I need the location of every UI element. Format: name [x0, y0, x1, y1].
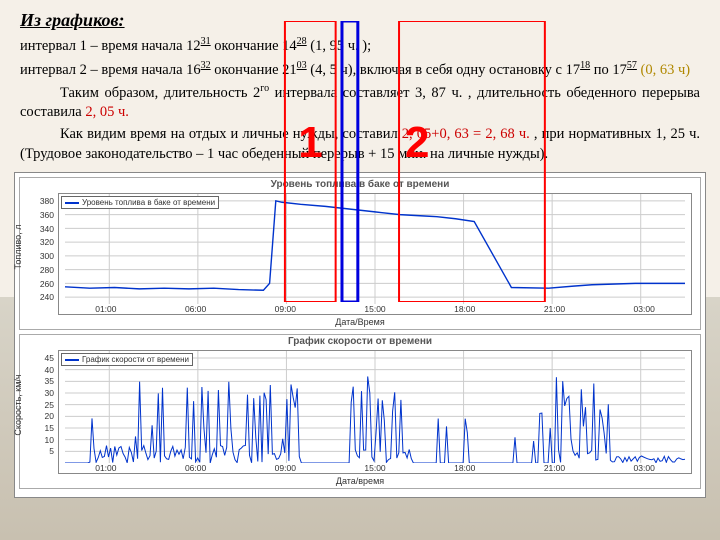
fuel-x-ticks: 01:0006:0009:0015:0018:0021:0003:00 — [59, 304, 691, 314]
interval-label-2: 2 — [405, 121, 429, 165]
speed-x-label: Дата/время — [20, 476, 700, 488]
speed-svg — [59, 351, 691, 463]
text-block: Из графиков: интервал 1 – время начала 1… — [0, 0, 720, 170]
speed-plot-area: График скорости от времени 01:0006:0009:… — [58, 350, 692, 474]
sup: 31 — [201, 36, 211, 47]
t: интервал 2 – время начала 16 — [20, 62, 201, 78]
legend-text: Уровень топлива в баке от времени — [82, 198, 215, 207]
speed-y-axis: Скорость, км/ч 51015202530354045 — [20, 335, 56, 474]
sup: 57 — [627, 60, 637, 71]
section-header: Из графиков: — [20, 8, 700, 32]
speed-legend: График скорости от времени — [61, 353, 193, 366]
charts-container: Уровень топлива в баке от времени Топлив… — [14, 172, 706, 498]
t: Таким образом, длительность 2 — [60, 85, 260, 101]
t: окончание 14 — [211, 38, 297, 54]
t: окончание 21 — [211, 62, 297, 78]
t: интервал 1 – время начала 12 — [20, 38, 201, 54]
para-interval-1: интервал 1 – время начала 1231 окончание… — [20, 35, 700, 56]
legend-swatch — [65, 202, 79, 204]
t: (0, 63 ч) — [637, 62, 690, 78]
sup: 18 — [580, 60, 590, 71]
sup: 03 — [297, 60, 307, 71]
sup: 28 — [297, 36, 307, 47]
speed-chart-title: График скорости от времени — [20, 335, 700, 348]
fuel-y-axis: Топливо, л 240260280300320340360380 — [20, 178, 56, 315]
para-summary-1: Таким образом, длительность 2го интервал… — [20, 82, 700, 123]
t: (4, 5 ч), включая в себя одну остановку … — [307, 62, 580, 78]
fuel-chart-title: Уровень топлива в баке от времени — [20, 178, 700, 191]
fuel-svg — [59, 194, 691, 304]
speed-x-ticks: 01:0006:0009:0015:0018:0021:0003:00 — [59, 463, 691, 473]
legend-text: График скорости от времени — [82, 355, 189, 364]
t: по 17 — [590, 62, 627, 78]
fuel-x-label: Дата/Время — [20, 317, 700, 329]
sup: 32 — [201, 60, 211, 71]
t: (1, 95 ч. ); — [307, 38, 371, 54]
speed-chart: График скорости от времени Скорость, км/… — [19, 334, 701, 489]
para-summary-2: Как видим время на отдых и личные нужды,… — [20, 125, 700, 164]
speed-y-label: Скорость, км/ч — [13, 374, 23, 435]
fuel-y-label: Топливо, л — [13, 224, 23, 269]
t: Как видим время на отдых и личные нужды,… — [60, 126, 402, 142]
highlight-text: 2, 05 ч. — [85, 104, 129, 120]
fuel-chart: Уровень топлива в баке от времени Топлив… — [19, 177, 701, 330]
interval-label-1: 1 — [298, 121, 322, 165]
sup: го — [260, 83, 269, 94]
fuel-plot-area: Уровень топлива в баке от времени 01:000… — [58, 193, 692, 315]
fuel-legend: Уровень топлива в баке от времени — [61, 196, 219, 209]
legend-swatch — [65, 359, 79, 361]
para-interval-2: интервал 2 – время начала 1632 окончание… — [20, 59, 700, 80]
